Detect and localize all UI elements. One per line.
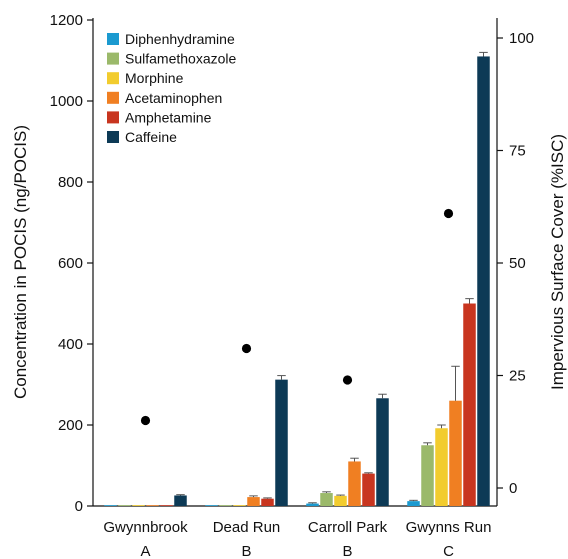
bar (132, 505, 145, 506)
bar (477, 56, 490, 506)
y-tick-label: 800 (58, 174, 83, 191)
x-axis-labels: Gwynnbrook A Dead Run B Carroll Park B Gwynns … (103, 519, 491, 559)
legend-swatch (107, 33, 119, 45)
bar (247, 497, 260, 506)
legend-label: Amphetamine (125, 109, 212, 125)
isc-point (140, 415, 151, 426)
x-tick-label: Dead Run (213, 519, 281, 536)
isc-point (342, 375, 353, 385)
right-axis-ticks: 0 25 50 75 100 (497, 30, 534, 497)
bar (334, 495, 347, 506)
bar (376, 398, 389, 506)
bar (362, 473, 375, 506)
y-tick-label: 1200 (50, 12, 83, 29)
bar (320, 493, 333, 506)
bar (233, 505, 246, 506)
left-axis-ticks: 0 200 400 600 800 1000 1200 (50, 12, 93, 515)
legend-label: Caffeine (125, 129, 177, 145)
bar (275, 379, 288, 506)
legend: Diphenhydramine Sulfamethoxazole Morphine A… (107, 31, 237, 145)
isc-markers (140, 208, 454, 426)
isc-point (443, 208, 454, 219)
y-tick-label: 1000 (50, 93, 83, 110)
y2-tick-label: 100 (509, 30, 534, 47)
y2-axis-title: Impervious Surface Cover (%ISC) (548, 134, 567, 390)
isc-point (241, 343, 252, 354)
y2-tick-label: 0 (509, 480, 517, 497)
legend-swatch (107, 52, 119, 65)
x-group-label: B (342, 543, 352, 559)
legend-label: Diphenhydramine (125, 31, 235, 47)
legend-label: Acetaminophen (125, 90, 222, 106)
legend-label: Sulfamethoxazole (125, 51, 237, 67)
x-tick-label: Gwynnbrook (103, 519, 188, 536)
y-tick-label: 600 (58, 255, 83, 272)
bar (219, 505, 232, 506)
x-group-label: C (443, 543, 454, 559)
legend-label: Morphine (125, 70, 184, 86)
legend-swatch (107, 72, 119, 85)
bar (306, 503, 319, 506)
bar (463, 303, 476, 506)
y2-tick-label: 25 (509, 368, 526, 385)
y-tick-label: 200 (58, 417, 83, 434)
bar (104, 505, 117, 506)
bar (160, 505, 173, 506)
bar (205, 505, 218, 506)
legend-swatch (107, 131, 119, 143)
x-tick-label: Carroll Park (308, 519, 388, 536)
y-tick-label: 0 (75, 498, 83, 515)
y2-tick-label: 50 (509, 255, 526, 272)
x-group-label: A (140, 543, 150, 559)
bar (118, 505, 131, 506)
legend-swatch (107, 91, 119, 104)
bar (407, 501, 420, 506)
bar (146, 505, 159, 506)
legend-swatch (107, 111, 119, 124)
x-group-label: B (241, 543, 251, 559)
bar (261, 498, 274, 506)
y-tick-label: 400 (58, 336, 83, 353)
y2-tick-label: 75 (509, 143, 526, 160)
bar (174, 495, 187, 506)
bar (348, 461, 361, 506)
bar (421, 445, 434, 506)
bars (104, 51, 490, 506)
y-axis-title: Concentration in POCIS (ng/POCIS) (11, 125, 30, 399)
bar (435, 428, 448, 506)
x-tick-label: Gwynns Run (406, 519, 492, 536)
bar (449, 400, 462, 506)
